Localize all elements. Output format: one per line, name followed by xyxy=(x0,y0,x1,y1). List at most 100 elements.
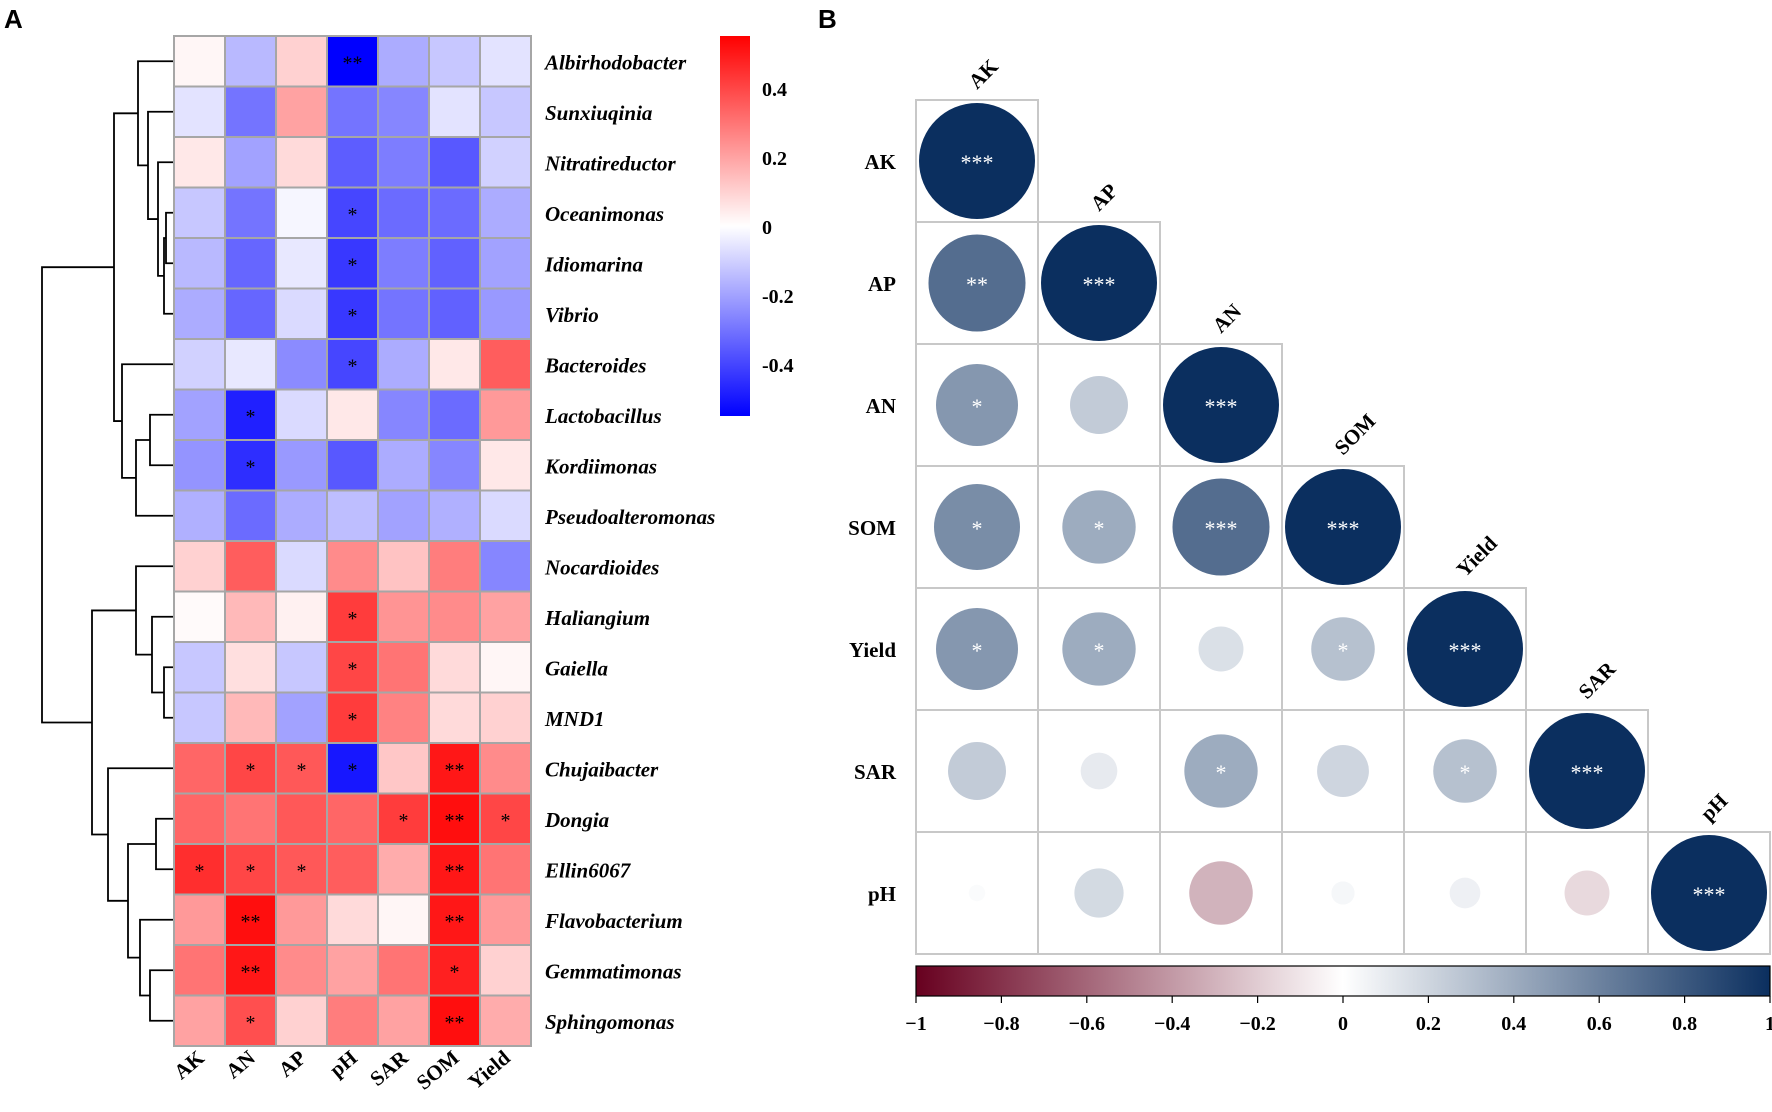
column-variable-label: AK xyxy=(964,54,1004,94)
significance-mark: ** xyxy=(445,759,465,781)
heatmap-cell xyxy=(173,489,226,542)
heatmap-cell xyxy=(275,994,328,1047)
dendrogram-branch xyxy=(91,609,136,836)
heatmap-cell xyxy=(428,994,481,1047)
heatmap-cell xyxy=(479,843,532,896)
heatmap-cell xyxy=(326,439,379,492)
correlation-circle xyxy=(1311,617,1375,681)
heatmap-cell xyxy=(224,388,277,441)
significance-mark: *** xyxy=(1693,882,1726,907)
heatmap-cell xyxy=(224,338,277,391)
colorbar-b-tick-label: 1 xyxy=(1765,1013,1772,1035)
heatmap-cell xyxy=(377,85,430,138)
significance-mark: *** xyxy=(1205,394,1238,419)
heatmap-cell xyxy=(326,792,379,845)
row-label: Lactobacillus xyxy=(544,404,662,428)
row-label: Chujaibacter xyxy=(545,757,659,781)
panel-label-b: B xyxy=(818,4,837,34)
heatmap-cell xyxy=(377,691,430,744)
heatmap-cell xyxy=(479,388,532,441)
heatmap-cell xyxy=(428,489,481,542)
row-label: Gemmatimonas xyxy=(545,959,682,983)
significance-mark: * xyxy=(348,305,358,327)
correlation-circle xyxy=(935,363,1019,447)
heatmap-cell xyxy=(173,287,226,340)
heatmap-cell xyxy=(275,388,328,441)
column-label: pH xyxy=(325,1045,362,1081)
heatmap-cell xyxy=(479,742,532,795)
significance-mark: * xyxy=(1460,760,1471,785)
correlation-circle xyxy=(928,234,1026,332)
correlation-circle xyxy=(1433,739,1497,803)
heatmap-cell xyxy=(479,792,532,845)
heatmap-cell xyxy=(173,338,226,391)
significance-mark: ** xyxy=(343,52,363,74)
heatmap-cell xyxy=(173,136,226,189)
significance-mark: * xyxy=(246,406,256,428)
heatmap-cell xyxy=(224,590,277,643)
heatmap-cell xyxy=(275,85,328,138)
dendrogram-branch xyxy=(113,112,138,422)
row-label: Ellin6067 xyxy=(544,858,632,882)
heatmap-cell xyxy=(479,35,532,88)
significance-mark: * xyxy=(246,456,256,478)
significance-mark: *** xyxy=(1327,516,1360,541)
heatmap-cell xyxy=(224,994,277,1047)
heatmap-cell xyxy=(428,388,481,441)
correlation-circle xyxy=(1564,870,1610,916)
heatmap-cell xyxy=(428,641,481,694)
heatmap-cell xyxy=(479,136,532,189)
heatmap-cell xyxy=(224,136,277,189)
dendrogram-branch xyxy=(151,615,174,694)
correlation-circle xyxy=(1189,861,1253,925)
heatmap-cell xyxy=(275,287,328,340)
heatmap-cell xyxy=(275,489,328,542)
colorbar-b-tick-label: 0 xyxy=(1338,1013,1348,1035)
colorbar-b-tick-label: −0.2 xyxy=(1239,1013,1275,1035)
column-variable-label: SAR xyxy=(1574,656,1621,703)
colorbar-a-tick-label: -0.2 xyxy=(762,286,794,308)
significance-mark: * xyxy=(1094,638,1105,663)
row-variable-label: AK xyxy=(865,150,897,174)
row-label: MND1 xyxy=(544,707,605,731)
correlation-circle xyxy=(1074,868,1124,918)
heatmap-cell xyxy=(224,641,277,694)
heatmap-cell xyxy=(479,237,532,290)
heatmap-cell xyxy=(479,691,532,744)
significance-mark: ** xyxy=(241,961,261,983)
heatmap-cell xyxy=(326,540,379,593)
significance-mark: * xyxy=(972,394,983,419)
significance-mark: * xyxy=(348,608,358,630)
row-variable-label: SOM xyxy=(848,516,896,540)
heatmap-cell xyxy=(173,994,226,1047)
heatmap-cell xyxy=(377,489,430,542)
significance-mark: * xyxy=(297,759,307,781)
dendrogram-branch xyxy=(41,266,114,724)
heatmap-cell xyxy=(428,540,481,593)
heatmap-cell xyxy=(173,742,226,795)
significance-mark: ** xyxy=(445,1012,465,1034)
heatmap-cell xyxy=(479,338,532,391)
significance-mark: * xyxy=(1216,760,1227,785)
heatmap-cell xyxy=(275,944,328,997)
correlation-circle xyxy=(1529,713,1645,829)
colorbar-b-tick-label: 0.6 xyxy=(1587,1013,1612,1035)
heatmap-cell xyxy=(173,388,226,441)
heatmap-cell xyxy=(224,287,277,340)
colorbar-b-tick-label: 0.4 xyxy=(1501,1013,1526,1035)
column-variable-label: AP xyxy=(1086,179,1123,216)
correlation-circle xyxy=(1184,734,1258,808)
dendrogram-branch xyxy=(135,439,174,517)
heatmap-cell xyxy=(275,186,328,239)
heatmap-cell xyxy=(326,893,379,946)
significance-mark: * xyxy=(297,860,307,882)
dendrogram-branch xyxy=(107,767,174,902)
row-label: Pseudoalteromonas xyxy=(544,505,715,529)
heatmap-cell xyxy=(377,237,430,290)
heatmap-cell xyxy=(479,186,532,239)
heatmap-cell xyxy=(275,843,328,896)
heatmap-cell xyxy=(224,35,277,88)
dendrogram-branch xyxy=(163,666,174,719)
heatmap-cell xyxy=(377,792,430,845)
